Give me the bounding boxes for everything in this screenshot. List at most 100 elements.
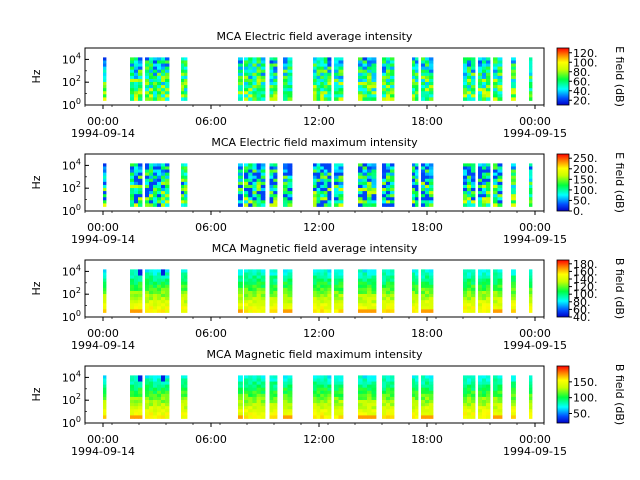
spectrogram-cell [283,60,288,64]
spectrogram-cell [165,94,170,98]
spectrogram-cell [382,85,387,89]
spectrogram-cell [421,297,426,301]
spectrogram-cell [153,303,158,307]
spectrogram-cell [390,297,395,301]
spectrogram-cell [316,406,321,410]
spectrogram-cell [497,390,503,395]
spectrogram-cell [181,82,185,86]
spectrogram-data [103,163,533,207]
spectrogram-cell [157,172,162,177]
spectrogram-cell [287,194,293,198]
spectrogram-cell [429,375,434,379]
spectrogram-cell [338,66,344,71]
spectrogram-cell [260,175,266,180]
spectrogram-cell [471,178,476,183]
spectrogram-cell [327,406,332,410]
spectrogram-cell [471,272,476,276]
spectrogram-cell [103,78,107,83]
spectrogram-cell [316,66,321,71]
spectrogram-cell [493,403,498,407]
spectrogram-cell [467,194,472,198]
chart-title: MCA Electric field average intensity [217,30,413,43]
spectrogram-cell [493,188,498,192]
spectrogram-cell [320,297,325,301]
spectrogram-cell [425,184,430,189]
spectrogram-cell [248,63,253,68]
spectrogram-cell [103,303,107,307]
spectrogram-cell [412,200,416,204]
spectrogram-cell [145,200,150,204]
spectrogram-cell [327,166,332,170]
spectrogram-cell [338,184,344,189]
spectrogram-cell [362,294,368,298]
spectrogram-cell [367,184,372,189]
spectrogram-cell [463,200,468,204]
spectrogram-cell [252,181,257,186]
spectrogram-cell [362,269,368,273]
spectrogram-cell [283,275,288,280]
spectrogram-cell [165,306,170,310]
spectrogram-cell [327,181,332,186]
spectrogram-cell [390,66,395,71]
spectrogram-cell [157,269,162,273]
spectrogram-cell [362,197,368,201]
spectrogram-cell [157,281,162,286]
x-date-label: 1994-09-15 [503,445,567,458]
spectrogram-cell [338,297,344,301]
spectrogram-cell [238,78,243,83]
plot-frame [84,259,545,318]
spectrogram-cell [323,175,328,180]
spectrogram-cell [493,91,498,95]
spectrogram-cell [244,275,249,280]
spectrogram-cell [260,400,266,404]
spectrogram-cell [429,403,434,407]
spectrogram-cell [386,203,391,207]
spectrogram-cell [181,91,185,95]
spectrogram-cell [478,412,483,416]
spectrogram-cell [184,181,188,186]
spectrogram-cell [529,409,533,413]
spectrogram-cell [338,284,344,289]
spectrogram-cell [421,85,426,89]
spectrogram-cell [287,378,293,382]
spectrogram-cell [153,406,158,410]
spectrogram-cell [153,75,158,80]
spectrogram-cell [313,194,317,198]
spectrogram-cell [478,381,483,386]
spectrogram-cell [421,409,426,413]
spectrogram-cell [358,194,363,198]
spectrogram-cell [323,409,328,413]
spectrogram-cell [390,63,395,68]
spectrogram-cell [412,72,416,77]
spectrogram-cell [362,284,368,289]
spectrogram-cell [478,69,483,74]
spectrogram-cell [412,88,416,92]
spectrogram-cell [153,378,158,382]
spectrogram-cell [497,184,503,189]
colorbar-gradient [556,153,570,212]
spectrogram-cell [362,91,368,95]
spectrogram-cell [149,297,154,301]
spectrogram-cell [463,97,468,101]
spectrogram-cell [313,66,317,71]
spectrogram-cell [252,88,257,92]
spectrogram-cell [165,303,170,307]
spectrogram-cell [134,290,139,295]
spectrogram-cell [412,306,416,310]
spectrogram-cell [165,309,170,313]
spectrogram-cell [130,272,135,276]
spectrogram-cell [390,181,395,186]
spectrogram-cell [138,275,143,280]
spectrogram-cell [412,409,416,413]
spectrogram-cell [269,303,274,307]
spectrogram-cell [157,390,162,395]
spectrogram-cell [287,78,293,83]
spectrogram-cell [390,300,395,304]
spectrogram-cell [467,297,472,301]
spectrogram-cell [382,97,387,101]
spectrogram-cell [511,393,516,398]
spectrogram-cell [327,381,332,386]
spectrogram-cell [334,284,339,289]
spectrogram-cell [165,381,170,386]
spectrogram-cell [463,197,468,201]
